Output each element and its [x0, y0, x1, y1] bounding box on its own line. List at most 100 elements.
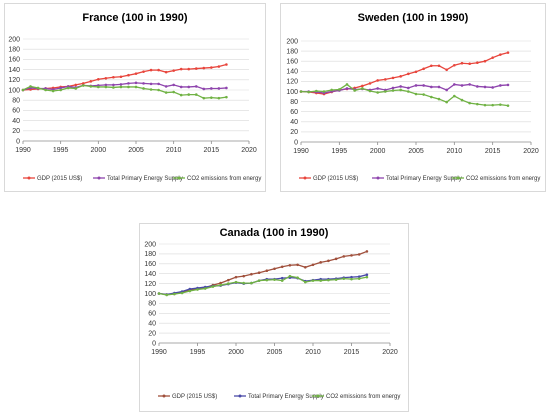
y-tick-label: 180 — [8, 47, 20, 54]
data-point — [399, 85, 402, 88]
data-point — [322, 90, 326, 93]
data-point — [430, 95, 433, 99]
data-point — [187, 67, 191, 71]
data-point — [127, 82, 130, 85]
y-tick-label: 80 — [290, 99, 298, 106]
data-point — [273, 278, 276, 281]
data-point — [334, 278, 338, 281]
legend-label: CO2 emissions from energy — [187, 176, 261, 182]
data-point — [21, 88, 25, 92]
data-point — [365, 273, 369, 276]
data-point — [179, 93, 183, 97]
y-tick-label: 140 — [286, 69, 298, 76]
data-point — [164, 85, 168, 88]
data-point — [299, 90, 303, 93]
y-tick-label: 100 — [144, 291, 156, 298]
data-point — [319, 261, 322, 264]
y-tick-label: 120 — [8, 77, 20, 84]
data-point — [104, 83, 108, 87]
data-point — [445, 68, 448, 72]
data-point — [36, 86, 40, 90]
data-point — [217, 96, 221, 100]
y-tick-label: 180 — [144, 251, 156, 258]
data-point — [407, 90, 410, 93]
data-point — [265, 278, 269, 282]
chart-title: Sweden (100 in 1990) — [358, 12, 469, 24]
y-tick-label: 60 — [290, 109, 298, 116]
data-point — [327, 278, 330, 282]
data-point — [422, 93, 425, 96]
legend-label: CO2 emissions from energy — [326, 394, 400, 400]
y-tick-label: 40 — [290, 119, 298, 126]
x-tick-label: 1995 — [332, 148, 348, 155]
chart-title: Canada (100 in 1990) — [220, 227, 329, 239]
data-point — [453, 63, 456, 67]
data-point — [219, 283, 222, 287]
data-point — [368, 89, 372, 93]
data-point — [376, 91, 379, 94]
data-point — [499, 103, 502, 106]
data-point — [437, 64, 441, 68]
data-point — [74, 83, 78, 87]
data-point — [173, 292, 176, 296]
x-tick-label: 2010 — [166, 147, 182, 154]
data-point — [491, 86, 494, 89]
data-point — [345, 87, 349, 90]
data-point — [422, 67, 425, 71]
data-point — [51, 89, 55, 93]
data-point — [149, 88, 153, 91]
data-point — [149, 82, 153, 86]
legend-marker — [162, 394, 166, 398]
data-point — [172, 90, 175, 94]
data-point — [334, 257, 338, 261]
data-point — [376, 79, 379, 82]
x-tick-label: 2010 — [447, 148, 463, 155]
data-point — [350, 254, 353, 257]
data-point — [194, 67, 198, 70]
data-point — [97, 85, 100, 89]
data-point — [210, 66, 213, 69]
series-line — [158, 250, 368, 296]
data-point — [468, 101, 471, 105]
data-point — [59, 86, 62, 90]
data-point — [296, 263, 299, 267]
y-tick-label: 40 — [148, 321, 156, 328]
data-point — [187, 85, 191, 89]
data-point — [460, 61, 464, 65]
x-tick-label: 1990 — [293, 148, 309, 155]
x-tick-label: 2005 — [408, 148, 424, 155]
data-point — [280, 265, 284, 269]
data-point — [194, 85, 198, 88]
data-point — [338, 88, 341, 91]
data-point — [242, 274, 245, 278]
data-point — [307, 90, 310, 94]
data-point — [134, 81, 138, 85]
data-point — [142, 82, 145, 85]
x-tick-label: 2020 — [523, 148, 539, 155]
data-point — [250, 272, 253, 276]
y-tick-label: 0 — [16, 138, 20, 145]
data-point — [407, 86, 410, 90]
data-point — [304, 280, 307, 284]
y-tick-label: 100 — [8, 87, 20, 94]
data-point — [44, 88, 47, 92]
data-point — [327, 259, 330, 263]
data-point — [202, 96, 206, 100]
y-tick-label: 200 — [8, 36, 20, 43]
data-point — [491, 103, 494, 107]
data-point — [188, 289, 192, 293]
data-point — [384, 90, 387, 93]
data-point — [311, 263, 315, 267]
data-point — [391, 86, 395, 90]
data-point — [89, 85, 93, 88]
data-point — [257, 279, 261, 282]
data-point — [357, 275, 361, 278]
data-point — [430, 85, 433, 89]
data-point — [361, 84, 364, 88]
data-point — [202, 87, 206, 91]
x-tick-label: 2010 — [305, 349, 321, 356]
legend-marker — [456, 176, 460, 180]
legend-label: GDP (2015 US$) — [313, 176, 358, 182]
data-point — [430, 64, 433, 68]
data-point — [187, 93, 191, 96]
